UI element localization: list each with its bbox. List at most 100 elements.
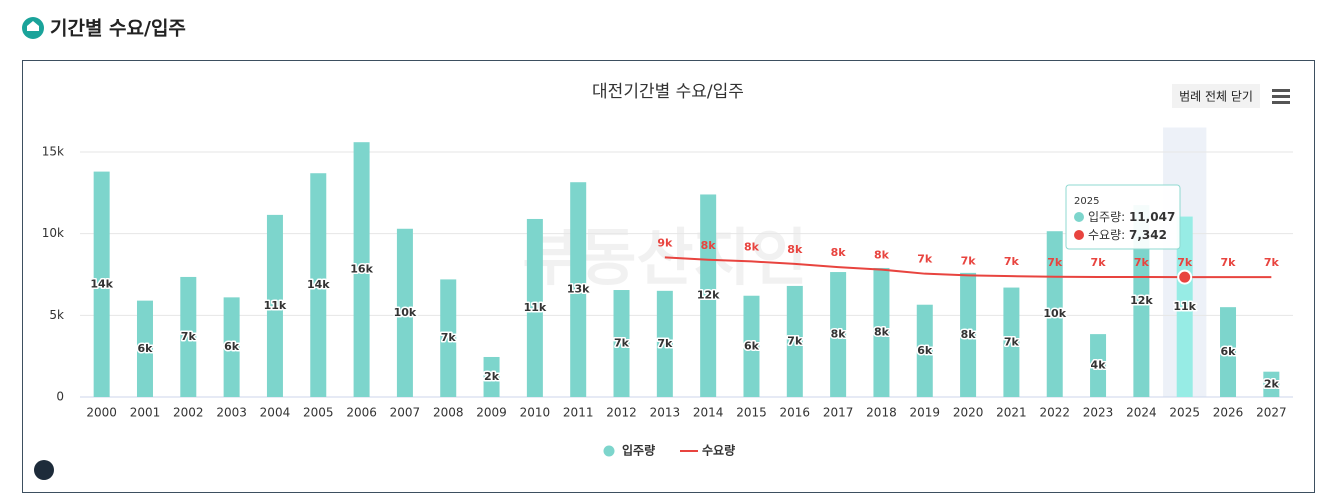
tooltip-value: 7,342	[1129, 228, 1167, 242]
legend-toggle-button[interactable]	[1172, 84, 1260, 108]
bar	[1220, 307, 1237, 397]
bar	[960, 272, 977, 397]
x-tick-label: 2021	[996, 406, 1027, 420]
bar-value-label: 10k	[1043, 307, 1066, 320]
x-tick-label: 2017	[823, 406, 854, 420]
menu-bar[interactable]	[1272, 89, 1290, 92]
bar-value-label: 4k	[1091, 359, 1107, 372]
y-tick-label: 5k	[49, 308, 64, 322]
bar	[743, 295, 760, 397]
x-tick-label: 2005	[303, 406, 334, 420]
line-value-label: 7k	[1047, 256, 1063, 269]
bar-value-label: 7k	[181, 330, 197, 343]
x-tick-label: 2024	[1126, 406, 1157, 420]
legend-label: 수요량	[702, 444, 735, 458]
x-tick-label: 2025	[1169, 406, 1200, 420]
bar	[266, 214, 283, 397]
bar-value-label: 8k	[831, 328, 847, 341]
logo	[34, 460, 54, 480]
line-value-label: 8k	[744, 240, 760, 253]
x-tick-label: 2016	[780, 406, 811, 420]
bar-value-label: 8k	[874, 325, 890, 338]
bar-value-label: 7k	[787, 334, 803, 347]
bar	[613, 290, 630, 397]
x-tick-label: 2020	[953, 406, 984, 420]
bar-value-label: 12k	[697, 289, 720, 302]
y-tick-label: 0	[56, 390, 64, 404]
chart-title: 대전기간별 수요/입주	[592, 82, 744, 102]
line-value-label: 7k	[1091, 256, 1107, 269]
tooltip-row: 입주량: 11,047	[1088, 210, 1175, 224]
bar-value-label: 2k	[1264, 377, 1280, 390]
bar-value-label: 14k	[90, 277, 113, 290]
bar	[1133, 205, 1150, 397]
bar	[440, 279, 457, 397]
line-value-label: 7k	[1264, 256, 1280, 269]
x-tick-label: 2023	[1083, 406, 1114, 420]
bar	[570, 182, 587, 397]
bar-value-label: 7k	[1004, 335, 1020, 348]
x-tick-label: 2000	[86, 406, 117, 420]
x-tick-label: 2003	[216, 406, 247, 420]
line-value-label: 7k	[961, 254, 977, 267]
bar-value-label: 6k	[917, 344, 933, 357]
x-tick-label: 2015	[736, 406, 767, 420]
x-tick-label: 2004	[260, 406, 291, 420]
bar-value-label: 11k	[524, 301, 547, 314]
bar-value-label: 6k	[1221, 345, 1237, 358]
bar-value-label: 6k	[224, 340, 240, 353]
x-tick-label: 2011	[563, 406, 594, 420]
line-value-label: 8k	[831, 246, 847, 259]
bar	[786, 285, 803, 397]
line-value-label: 8k	[874, 249, 890, 262]
bar	[396, 228, 413, 397]
x-tick-label: 2013	[650, 406, 681, 420]
line-value-label: 7k	[1221, 256, 1237, 269]
x-tick-label: 2019	[909, 406, 940, 420]
menu-button[interactable]	[1272, 89, 1290, 104]
bar-value-label: 6k	[137, 342, 153, 355]
tooltip-row: 수요량: 7,342	[1088, 228, 1167, 242]
bar-value-label: 2k	[484, 370, 500, 383]
x-tick-label: 2002	[173, 406, 204, 420]
bar	[93, 171, 110, 397]
bar-value-label: 14k	[307, 278, 330, 291]
bar-value-label: 7k	[441, 331, 457, 344]
legend-marker	[603, 445, 615, 457]
x-tick-label: 2006	[346, 406, 377, 420]
bar-value-label: 10k	[394, 306, 417, 319]
bar	[310, 173, 327, 397]
tooltip-box	[1065, 184, 1181, 250]
bar	[180, 276, 197, 397]
x-tick-label: 2012	[606, 406, 637, 420]
x-tick-label: 2027	[1256, 406, 1287, 420]
legend-toggle-label[interactable]: 범례 전체 닫기	[1179, 90, 1253, 104]
line	[664, 256, 1272, 279]
x-tick-label: 2008	[433, 406, 464, 420]
x-tick-label: 2014	[693, 406, 724, 420]
bar	[1176, 216, 1193, 397]
x-tick-label: 2018	[866, 406, 897, 420]
menu-bar[interactable]	[1272, 95, 1290, 98]
bar-value-label: 16k	[350, 263, 373, 276]
bar	[1046, 231, 1063, 397]
bar	[483, 356, 500, 397]
tooltip-series-name: 수요량	[1088, 228, 1121, 242]
header-icon-house	[27, 21, 39, 31]
bar-value-label: 6k	[744, 339, 760, 352]
bar	[656, 290, 673, 397]
bar	[223, 297, 240, 397]
bar-value-label: 12k	[1130, 294, 1153, 307]
x-tick-label: 2026	[1213, 406, 1244, 420]
line-value-label: 9k	[657, 236, 673, 249]
tooltip-value: 11,047	[1129, 210, 1175, 224]
y-tick-label: 15k	[42, 145, 64, 159]
bar-value-label: 13k	[567, 283, 590, 296]
menu-bar[interactable]	[1272, 101, 1290, 104]
hover-point	[1177, 269, 1193, 285]
tooltip-separator: :	[1121, 210, 1129, 224]
bar	[830, 272, 847, 397]
bar-value-label: 8k	[961, 328, 977, 341]
line-value-label: 7k	[1134, 256, 1150, 269]
bar-value-label: 7k	[614, 337, 630, 350]
